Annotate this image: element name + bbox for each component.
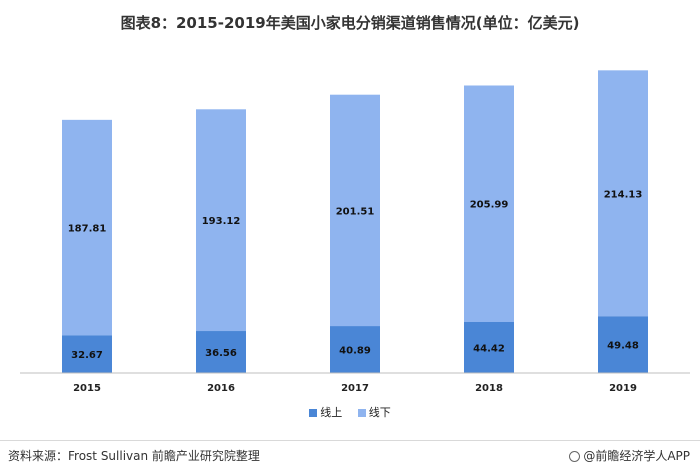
x-tick-label-2017: 2017 [341, 383, 369, 394]
legend-swatch-offline [357, 409, 366, 417]
x-tick-label-2018: 2018 [475, 383, 503, 394]
x-tick-label-2019: 2019 [609, 383, 637, 394]
data-label-offline-2015: 187.81 [68, 224, 107, 235]
data-label-online-2017: 40.89 [339, 346, 371, 357]
x-tick-label-2016: 2016 [207, 383, 235, 394]
legend-swatch-online [309, 409, 318, 417]
brand-credit-text: @前瞻经济学人APP [583, 449, 690, 463]
bar-online-2015 [62, 335, 112, 373]
legend-label-offline: 线下 [368, 406, 391, 419]
x-tick-label-2015: 2015 [73, 383, 101, 394]
data-label-offline-2016: 193.12 [202, 216, 241, 227]
bar-online-2016 [196, 331, 246, 373]
legend-label-online: 线上 [320, 406, 343, 419]
data-label-online-2019: 49.48 [607, 341, 639, 352]
data-label-offline-2018: 205.99 [470, 200, 509, 211]
bar-online-2018 [464, 321, 514, 373]
source-note: 资料来源：Frost Sullivan 前瞻产业研究院整理 [8, 449, 260, 463]
chart-title: 图表8：2015-2019年美国小家电分销渠道销售情况(单位：亿美元) [120, 14, 580, 32]
legend-item-offline: 线下 [357, 404, 391, 420]
bar-offline-2019 [598, 70, 648, 317]
data-label-offline-2019: 214.13 [604, 189, 643, 200]
legend-item-online: 线上 [309, 404, 342, 420]
footer-divider [0, 440, 700, 441]
data-label-online-2016: 36.56 [205, 348, 237, 359]
brand-credit: @前瞻经济学人APP [569, 447, 690, 464]
brand-logo-icon [569, 451, 581, 462]
bar-offline-2017 [330, 94, 380, 327]
data-label-offline-2017: 201.51 [336, 206, 375, 217]
bar-offline-2016 [196, 109, 246, 332]
data-label-online-2015: 32.67 [71, 350, 103, 361]
bar-offline-2018 [464, 85, 514, 322]
bar-online-2017 [330, 326, 380, 373]
data-label-online-2018: 44.42 [473, 343, 505, 354]
bar-online-2019 [598, 316, 648, 373]
bar-offline-2015 [62, 119, 112, 336]
legend: 线上 线下 [0, 404, 700, 420]
